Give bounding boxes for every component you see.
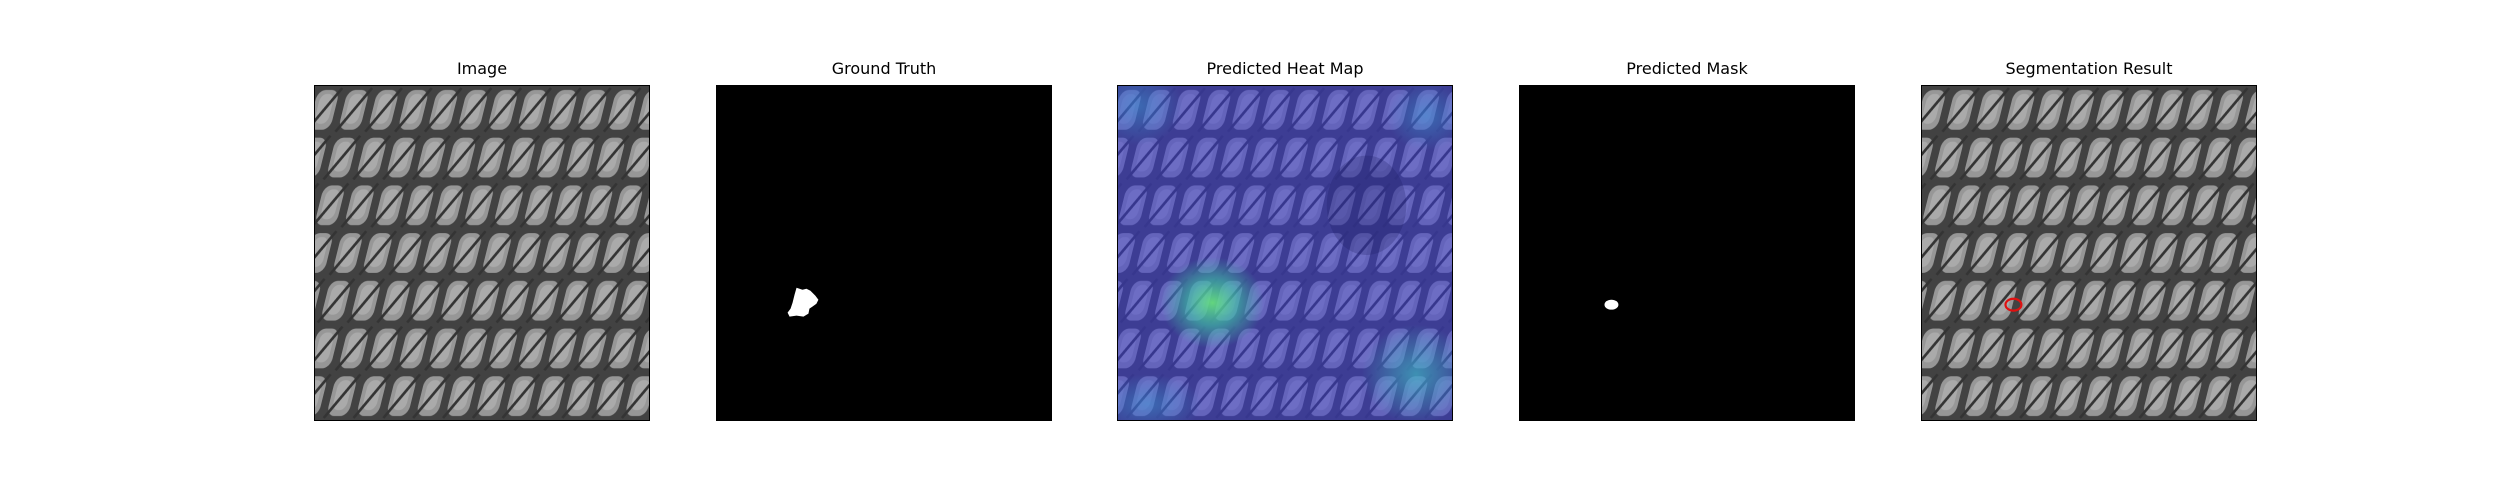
segmentation-contour: [2004, 297, 2023, 312]
panel-title-predicted-mask: Predicted Mask: [1626, 59, 1748, 78]
mesh-texture-image: [315, 86, 649, 420]
panel-title-image: Image: [456, 59, 508, 78]
panel-title-segmentation-result: Segmentation Result: [2005, 59, 2173, 78]
predicted-heatmap: [1117, 85, 1453, 421]
ground-truth-defect-region: [787, 287, 819, 317]
ground-truth-mask: [716, 85, 1052, 421]
predicted-mask: [1519, 85, 1855, 421]
segmentation-result: [1921, 85, 2257, 421]
panel-title-ground-truth: Ground Truth: [831, 59, 937, 78]
heatmap-hotspot: [1160, 256, 1265, 349]
panel-title-heatmap: Predicted Heat Map: [1206, 59, 1364, 78]
input-image: [314, 85, 650, 421]
predicted-defect-region: [1604, 299, 1619, 310]
